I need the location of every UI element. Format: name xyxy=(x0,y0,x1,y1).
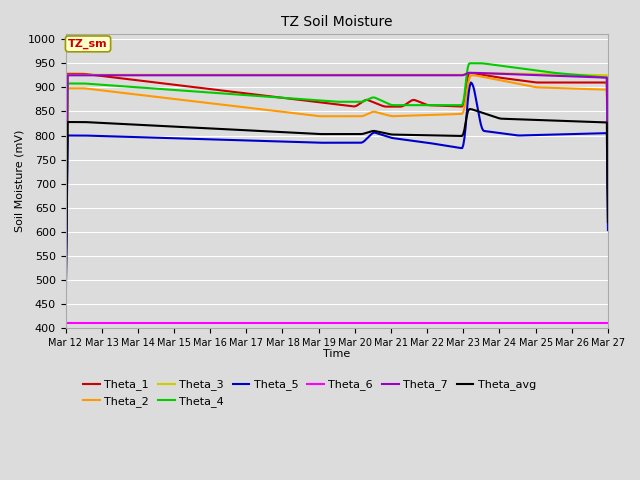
Theta_7 xyxy=(355,72,363,78)
Theta_3 xyxy=(323,72,330,78)
Title: TZ Soil Moisture: TZ Soil Moisture xyxy=(281,15,392,29)
Theta_6 xyxy=(591,321,599,326)
Line: Theta_avg: Theta_avg xyxy=(65,109,608,322)
Line: Theta_3: Theta_3 xyxy=(65,73,608,298)
Theta_2 xyxy=(467,72,475,78)
Theta_2 xyxy=(319,113,327,119)
Line: Theta_5: Theta_5 xyxy=(65,83,608,328)
Theta_7 xyxy=(61,295,69,301)
Theta_5 xyxy=(323,140,330,145)
Theta_avg xyxy=(385,131,392,137)
Theta_2 xyxy=(508,80,515,85)
Theta_1 xyxy=(61,295,69,300)
Legend: Theta_1, Theta_2, Theta_3, Theta_4, Theta_5, Theta_6, Theta_7, Theta_avg: Theta_1, Theta_2, Theta_3, Theta_4, Thet… xyxy=(79,375,540,411)
Theta_2 xyxy=(592,86,600,92)
Y-axis label: Soil Moisture (mV): Soil Moisture (mV) xyxy=(15,130,25,232)
Theta_3 xyxy=(466,70,474,76)
Theta_3 xyxy=(61,295,69,301)
Theta_6 xyxy=(61,321,69,326)
Theta_1 xyxy=(466,70,474,76)
Theta_2 xyxy=(385,112,392,118)
Theta_5 xyxy=(508,132,515,137)
Theta_7 xyxy=(604,186,612,192)
Theta_7 xyxy=(508,72,515,77)
Theta_avg xyxy=(61,319,69,324)
Theta_3 xyxy=(355,72,363,78)
Theta_5 xyxy=(61,325,69,331)
Theta_7 xyxy=(385,72,392,78)
Theta_7 xyxy=(592,74,600,80)
Line: Theta_4: Theta_4 xyxy=(65,63,608,302)
Theta_4 xyxy=(508,64,515,70)
Theta_avg xyxy=(592,119,600,125)
Text: TZ_sm: TZ_sm xyxy=(68,39,108,49)
Theta_1 xyxy=(604,189,612,195)
Theta_4 xyxy=(61,300,69,305)
Theta_avg xyxy=(355,131,363,137)
Line: Theta_2: Theta_2 xyxy=(65,75,608,305)
X-axis label: Time: Time xyxy=(323,349,350,360)
Theta_avg xyxy=(319,131,327,137)
Theta_7 xyxy=(466,70,474,76)
Theta_5 xyxy=(592,131,600,136)
Theta_5 xyxy=(604,227,612,233)
Theta_3 xyxy=(385,72,392,78)
Theta_7 xyxy=(319,72,327,78)
Line: Theta_1: Theta_1 xyxy=(65,73,608,298)
Theta_avg xyxy=(323,131,330,137)
Theta_3 xyxy=(319,72,327,78)
Theta_6 xyxy=(323,321,330,326)
Theta_2 xyxy=(323,113,330,119)
Theta_7 xyxy=(323,72,330,78)
Theta_4 xyxy=(319,98,327,104)
Theta_4 xyxy=(355,99,363,105)
Theta_6 xyxy=(355,321,363,326)
Theta_3 xyxy=(604,184,612,190)
Theta_2 xyxy=(604,195,612,201)
Theta_5 xyxy=(467,80,475,85)
Theta_4 xyxy=(466,60,474,66)
Theta_1 xyxy=(508,76,515,82)
Theta_1 xyxy=(319,100,327,106)
Theta_1 xyxy=(355,101,363,107)
Theta_4 xyxy=(323,98,330,104)
Theta_5 xyxy=(319,140,327,145)
Theta_4 xyxy=(385,101,392,107)
Theta_6 xyxy=(319,321,327,326)
Theta_1 xyxy=(385,104,392,109)
Theta_5 xyxy=(355,140,363,145)
Theta_6 xyxy=(506,321,514,326)
Theta_avg xyxy=(466,106,474,112)
Line: Theta_7: Theta_7 xyxy=(65,73,608,298)
Theta_4 xyxy=(604,186,612,192)
Theta_6 xyxy=(604,321,612,326)
Theta_3 xyxy=(508,71,515,76)
Theta_avg xyxy=(604,219,612,225)
Theta_2 xyxy=(61,302,69,308)
Theta_2 xyxy=(355,113,363,119)
Theta_avg xyxy=(508,116,515,122)
Theta_6 xyxy=(385,321,392,326)
Theta_3 xyxy=(592,72,600,78)
Theta_5 xyxy=(385,134,392,140)
Theta_1 xyxy=(323,100,330,106)
Theta_4 xyxy=(592,74,600,80)
Theta_1 xyxy=(592,80,600,85)
